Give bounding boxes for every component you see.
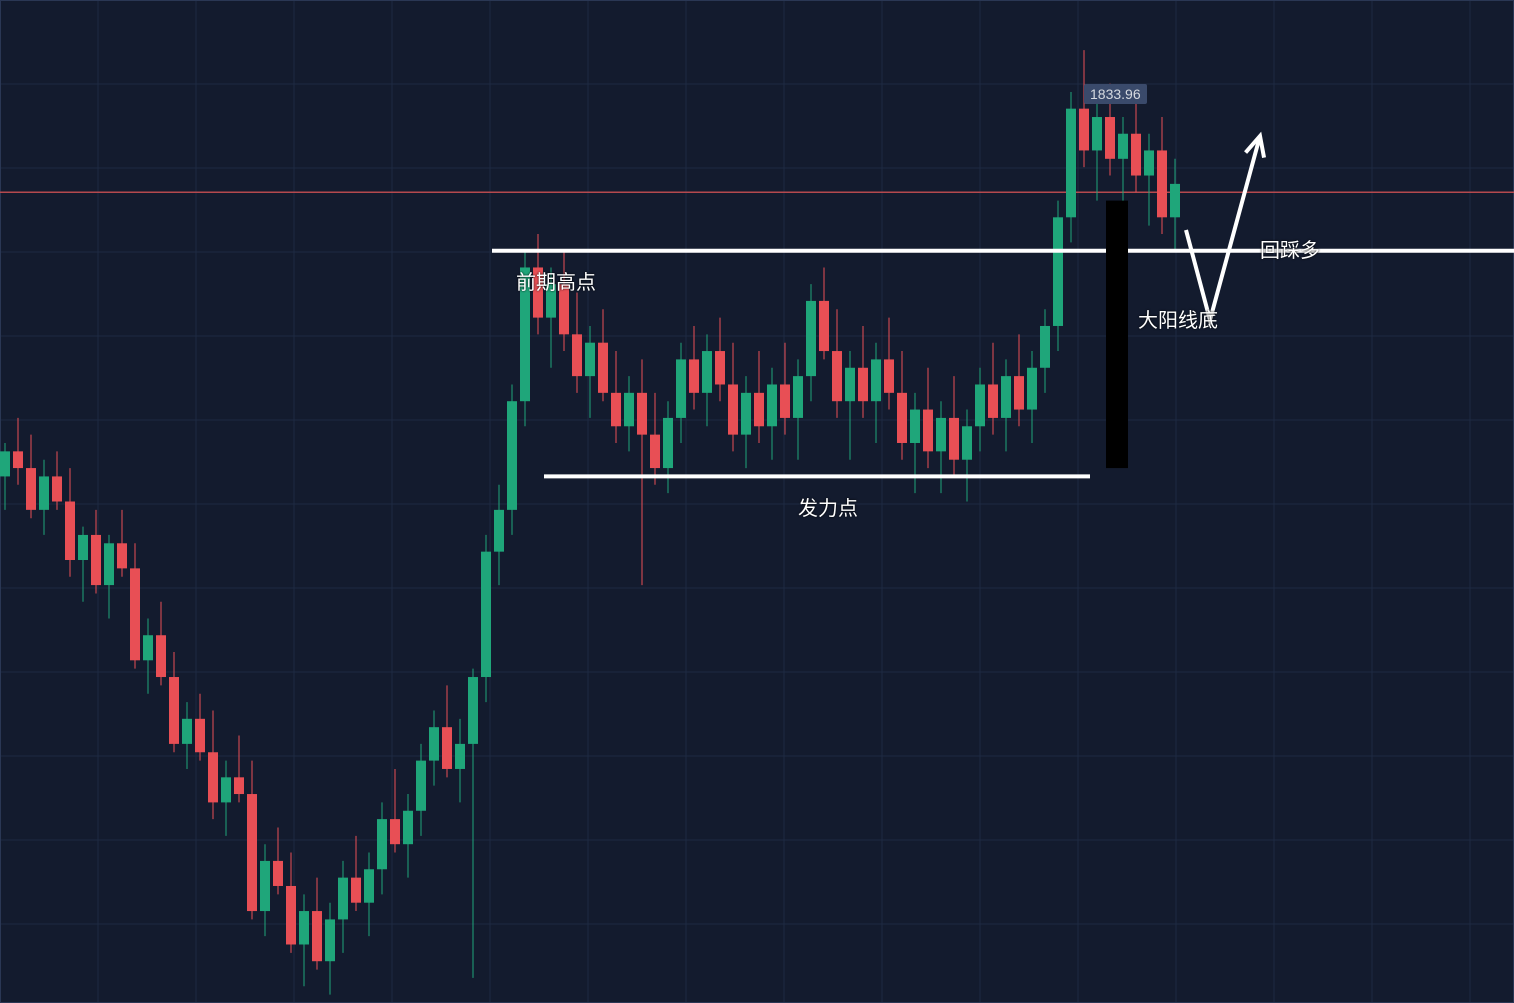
candlestick-chart[interactable]: 1833.96 前期高点 发力点 大阳线底 回踩多 [0,0,1514,1003]
chart-canvas [0,0,1514,1003]
price-tag: 1833.96 [1084,84,1147,104]
label-retest-long: 回踩多 [1260,234,1320,263]
label-launch-point: 发力点 [798,492,858,521]
label-bull-candle-bottom: 大阳线底 [1138,304,1218,333]
label-prev-high: 前期高点 [516,266,596,295]
